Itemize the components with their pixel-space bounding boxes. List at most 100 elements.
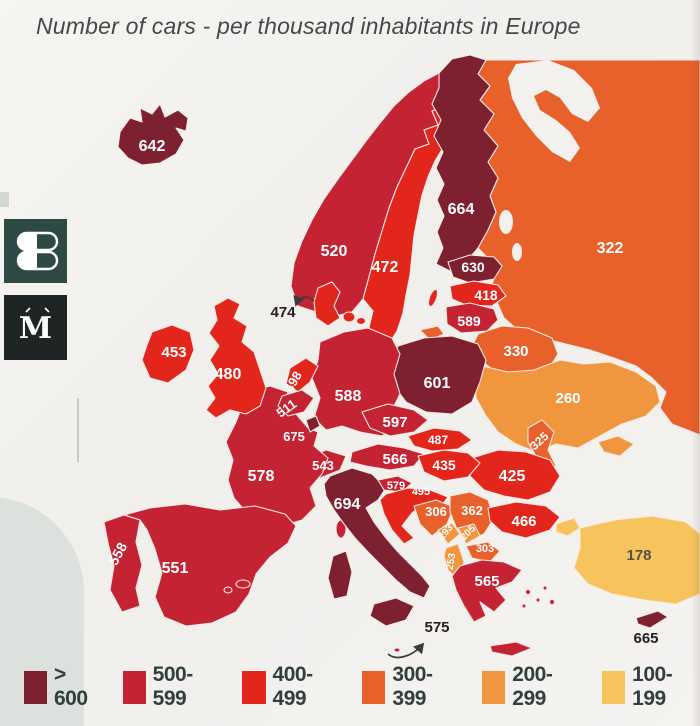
value-label-uk: 480 [215, 366, 242, 383]
country-estonia [447, 254, 503, 284]
denmark-pointer-arrow [293, 294, 315, 307]
value-label-north_macedonia: 303 [476, 543, 494, 555]
value-label-malta: 575 [424, 619, 449, 636]
aegean-island [524, 588, 532, 596]
value-label-croatia: 495 [412, 486, 430, 498]
white-sea [508, 60, 600, 162]
country-czechia [361, 403, 429, 437]
legend-item-c400: 400-499 [242, 663, 340, 711]
value-label-turkey: 178 [626, 547, 651, 564]
country-greece [451, 559, 523, 623]
hairline-decoration [77, 398, 79, 462]
legend-label-c200: 200-299 [512, 663, 553, 710]
country-value-labels: 6425204726643226304185893306012603255884… [105, 138, 658, 647]
country-ukraine [473, 359, 661, 453]
value-label-france: 578 [248, 468, 275, 485]
country-cyprus [635, 610, 669, 629]
country-bosnia [413, 499, 455, 537]
m-monogram-glyph: M [19, 311, 52, 346]
value-label-serbia: 362 [461, 503, 483, 518]
aegean-island [521, 603, 527, 609]
value-label-estonia: 630 [461, 259, 485, 275]
value-label-cyprus: 665 [633, 630, 658, 647]
country-denmark [313, 281, 341, 327]
danish-island [355, 316, 367, 326]
island-crete [489, 641, 533, 657]
country-latvia [449, 280, 507, 307]
legend-item-c200: 200-299 [482, 663, 580, 711]
legend-label-c500: 500-599 [152, 663, 194, 710]
value-label-spain: 551 [162, 560, 189, 577]
legend-swatch-c500 [122, 670, 146, 704]
page-title: Number of cars - per thousand inhabitant… [36, 13, 581, 39]
value-label-lithuania: 589 [457, 313, 481, 329]
country-ireland [141, 324, 195, 384]
country-romania [469, 449, 561, 501]
aegean-island [542, 585, 548, 591]
country-slovakia [407, 427, 473, 452]
aegean-island [548, 598, 556, 606]
island-sardinia [327, 550, 353, 600]
value-label-russia: 322 [597, 240, 624, 257]
value-label-latvia: 418 [474, 287, 498, 303]
country-belgium [277, 389, 315, 417]
legend-label-c400: 400-499 [272, 663, 314, 710]
country-bulgaria [487, 501, 561, 539]
value-label-italy: 694 [334, 496, 361, 513]
country-kosovo [457, 523, 481, 545]
country-luxembourg [305, 415, 321, 433]
legend-item-gt600: > 600 [24, 663, 101, 711]
country-austria [349, 443, 425, 471]
island-sicily [369, 597, 415, 627]
edge-shadow [691, 0, 700, 726]
country-montenegro [437, 522, 461, 545]
legend-swatch-c300 [362, 670, 386, 704]
legend-swatch-c200 [482, 670, 506, 704]
value-label-belarus: 330 [503, 343, 528, 360]
country-spain [123, 503, 297, 627]
legend-item-c500: 500-599 [122, 663, 221, 711]
value-label-germany: 588 [335, 388, 362, 405]
country-netherlands [285, 357, 319, 393]
value-label-denmark: 474 [270, 304, 296, 321]
legend: > 600 500-599 400-499 300-399 200-299 100-199 [24, 663, 700, 711]
country-finland [431, 54, 499, 272]
legend-item-c100: 100-199 [602, 663, 700, 711]
country-uk [205, 297, 267, 419]
side-tab-decoration [0, 192, 9, 207]
value-label-hungary: 435 [432, 457, 456, 473]
value-label-norway: 520 [321, 243, 348, 260]
legend-label-gt600: > 600 [54, 663, 88, 710]
country-iceland [117, 103, 189, 166]
aegean-island [535, 597, 541, 603]
value-label-albania: 253 [445, 552, 459, 571]
country-malta [393, 647, 401, 653]
danish-island [342, 311, 356, 323]
lake-ladoga [499, 210, 513, 234]
value-label-ukraine: 260 [555, 390, 580, 407]
pills-logo-icon [4, 219, 67, 283]
value-label-iceland: 642 [139, 138, 166, 155]
value-label-bulgaria: 466 [511, 513, 536, 530]
value-label-greece: 565 [474, 573, 499, 590]
country-moldova [527, 419, 557, 471]
value-label-switzerland: 543 [312, 458, 334, 473]
value-label-bosnia: 306 [425, 504, 447, 519]
legend-swatch-gt600 [24, 670, 47, 704]
value-label-finland: 664 [448, 201, 475, 218]
value-label-austria: 566 [382, 451, 407, 468]
island-mallorca [235, 579, 251, 589]
value-label-luxembourg: 675 [283, 429, 305, 444]
country-portugal [103, 514, 143, 613]
legend-item-c300: 300-399 [362, 663, 460, 711]
legend-label-c300: 300-399 [392, 663, 433, 710]
malta-pointer-arrow [387, 642, 425, 659]
m-monogram-icon: M [4, 295, 67, 360]
country-lithuania [445, 302, 499, 334]
legend-swatch-c400 [242, 670, 266, 704]
country-italy [323, 467, 431, 599]
country-slovenia [377, 475, 413, 493]
country-north-macedonia [465, 541, 501, 563]
island-ibiza [223, 586, 233, 594]
